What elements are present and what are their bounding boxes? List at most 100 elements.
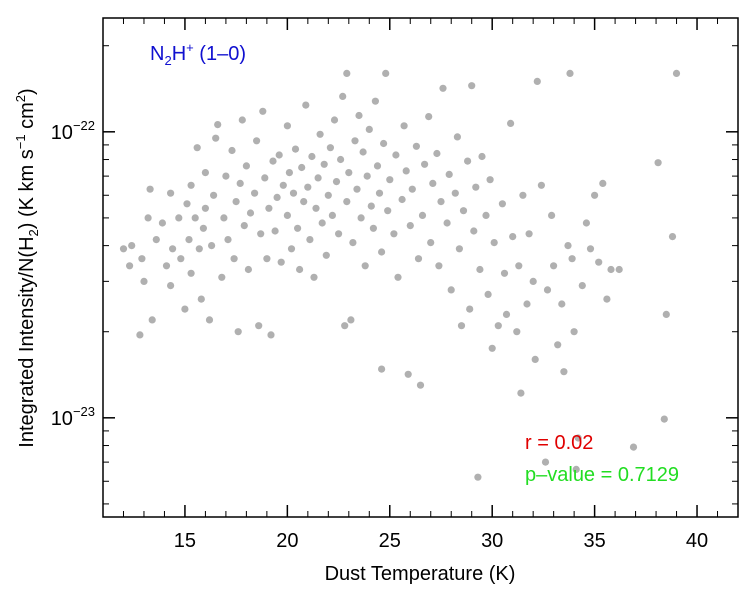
data-point xyxy=(484,290,492,298)
x-tick-label: 20 xyxy=(276,530,298,552)
data-point xyxy=(167,189,175,197)
data-point xyxy=(513,328,521,336)
data-point xyxy=(392,151,400,159)
data-point xyxy=(427,239,435,247)
data-point xyxy=(363,172,371,180)
data-point xyxy=(304,183,312,191)
data-point xyxy=(259,107,267,115)
data-point xyxy=(416,381,425,389)
data-point xyxy=(158,219,166,227)
data-point xyxy=(425,113,433,121)
data-point xyxy=(566,69,574,77)
data-point xyxy=(228,146,236,155)
y-axis-ticks: 10−23 10−22 xyxy=(51,45,738,505)
data-point xyxy=(382,69,390,77)
x-tick-label: 35 xyxy=(583,530,605,552)
data-point xyxy=(404,370,412,378)
data-point xyxy=(177,255,185,263)
data-point xyxy=(654,159,662,167)
data-point xyxy=(406,222,414,230)
data-point xyxy=(408,185,416,193)
data-point xyxy=(564,242,572,250)
data-point xyxy=(240,222,248,230)
x-tick-label: 25 xyxy=(379,530,401,552)
x-tick-label: 40 xyxy=(686,530,708,552)
data-point xyxy=(267,331,275,339)
data-point xyxy=(291,145,300,153)
data-point xyxy=(343,69,351,77)
data-point xyxy=(394,273,402,281)
data-point xyxy=(119,245,128,253)
data-point xyxy=(498,200,506,208)
data-point xyxy=(140,277,148,285)
data-point xyxy=(509,233,517,241)
data-point xyxy=(251,189,259,197)
data-point xyxy=(529,277,537,285)
data-point xyxy=(193,144,201,152)
data-point xyxy=(210,191,218,199)
data-point xyxy=(378,365,386,373)
data-point xyxy=(183,200,191,208)
data-point xyxy=(398,195,406,204)
data-point xyxy=(199,224,207,232)
data-point xyxy=(541,458,550,466)
data-point xyxy=(457,322,466,330)
data-point xyxy=(330,116,339,124)
data-point xyxy=(265,204,273,212)
data-point xyxy=(578,282,586,290)
data-point xyxy=(298,163,306,172)
data-point xyxy=(341,322,349,330)
data-point xyxy=(269,157,277,165)
p-value: p–value = 0.7129 xyxy=(525,464,679,486)
data-point xyxy=(337,155,345,164)
data-point xyxy=(279,181,287,189)
data-point xyxy=(212,134,220,142)
correlation-r: r = 0.02 xyxy=(525,432,593,454)
data-point xyxy=(478,152,486,161)
data-point xyxy=(451,189,459,197)
data-point xyxy=(672,69,681,77)
data-point xyxy=(369,224,377,232)
x-tick-label: 15 xyxy=(174,530,196,552)
data-point xyxy=(662,310,670,318)
data-point xyxy=(261,174,269,182)
data-point xyxy=(384,207,392,215)
data-point xyxy=(380,139,388,148)
data-point xyxy=(378,248,386,256)
data-point xyxy=(459,207,468,215)
data-point xyxy=(152,236,160,244)
data-point xyxy=(365,125,373,133)
data-point xyxy=(349,239,357,247)
data-point xyxy=(167,282,175,290)
y-axis-label: Integrated Intensity/N(H2) (K km s−1 cm2… xyxy=(13,88,41,447)
data-points xyxy=(119,69,681,481)
data-point xyxy=(455,245,463,253)
data-point xyxy=(433,149,441,158)
data-point xyxy=(412,142,420,150)
data-point xyxy=(238,116,246,124)
data-point xyxy=(345,169,353,177)
data-point xyxy=(533,77,541,85)
data-point xyxy=(289,189,298,197)
data-point xyxy=(302,101,310,109)
x-axis-label: Dust Temperature (K) xyxy=(325,563,516,585)
data-point xyxy=(470,227,478,235)
data-point xyxy=(355,111,363,120)
data-point xyxy=(263,255,271,263)
data-point xyxy=(595,258,603,266)
data-point xyxy=(296,265,304,274)
data-point xyxy=(615,265,623,274)
data-point xyxy=(359,148,367,156)
data-point xyxy=(548,211,556,219)
data-point xyxy=(464,157,472,165)
data-point xyxy=(568,255,576,263)
data-point xyxy=(308,152,316,161)
data-point xyxy=(525,230,533,238)
data-point xyxy=(246,209,255,217)
data-point xyxy=(668,233,677,241)
data-point xyxy=(242,162,250,170)
data-point xyxy=(586,245,595,253)
data-point xyxy=(318,219,326,227)
data-point xyxy=(255,322,263,330)
